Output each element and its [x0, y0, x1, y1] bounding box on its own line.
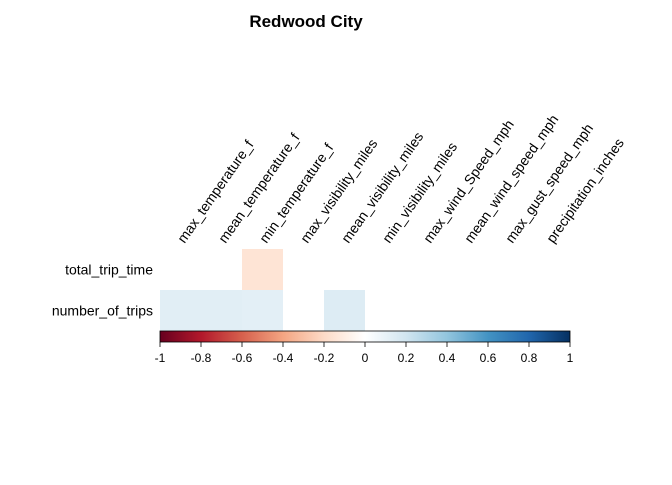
colorbar-tick-label: 0.6 — [480, 351, 497, 365]
heatmap-cell-total_trip_time-min_temperature_f — [242, 249, 283, 290]
heatmap-cell-number_of_trips-mean_visibility_miles — [324, 290, 365, 331]
row-label-number_of_trips: number_of_trips — [52, 303, 153, 319]
colorbar-tick-label: -0.4 — [273, 351, 294, 365]
colorbar: -1 -0.8 -0.6 -0.4 -0.2 0 0.2 0.4 0.6 0.8 1 — [155, 330, 574, 365]
colorbar-tick-label: 0.2 — [398, 351, 415, 365]
heatmap-cell-number_of_trips-mean_temperature_f — [201, 290, 242, 331]
heatmap-cell-number_of_trips-max_temperature_f — [160, 290, 201, 331]
row-labels: total_trip_time number_of_trips — [52, 262, 153, 319]
chart-title: Redwood City — [249, 12, 363, 31]
column-label-precipitation_inches: precipitation_inches — [543, 135, 627, 246]
colorbar-tick-label: -0.2 — [314, 351, 335, 365]
colorbar-tick-label: -1 — [155, 351, 166, 365]
row-label-total_trip_time: total_trip_time — [65, 262, 153, 278]
colorbar-tick-label: 1 — [567, 351, 574, 365]
heatmap-cells — [160, 249, 365, 331]
colorbar-tick-label: 0.4 — [439, 351, 456, 365]
column-label-max_temperature_f: max_temperature_f — [174, 137, 257, 246]
colorbar-tick-label: 0 — [362, 351, 369, 365]
colorbar-tick-label: -0.6 — [232, 351, 253, 365]
column-labels: max_temperature_fmean_temperature_fmin_t… — [174, 112, 627, 246]
column-label-min_visibility_miles: min_visibility_miles — [379, 139, 460, 246]
column-label-min_temperature_f: min_temperature_f — [256, 140, 337, 246]
colorbar-gradient — [159, 330, 571, 343]
colorbar-tick-label: 0.8 — [521, 351, 538, 365]
column-label-max_visibility_miles: max_visibility_miles — [297, 136, 381, 246]
colorbar-ticks: -1 -0.8 -0.6 -0.4 -0.2 0 0.2 0.4 0.6 0.8 1 — [155, 342, 574, 365]
colorbar-tick-label: -0.8 — [191, 351, 212, 365]
heatmap-cell-number_of_trips-min_temperature_f — [242, 290, 283, 331]
